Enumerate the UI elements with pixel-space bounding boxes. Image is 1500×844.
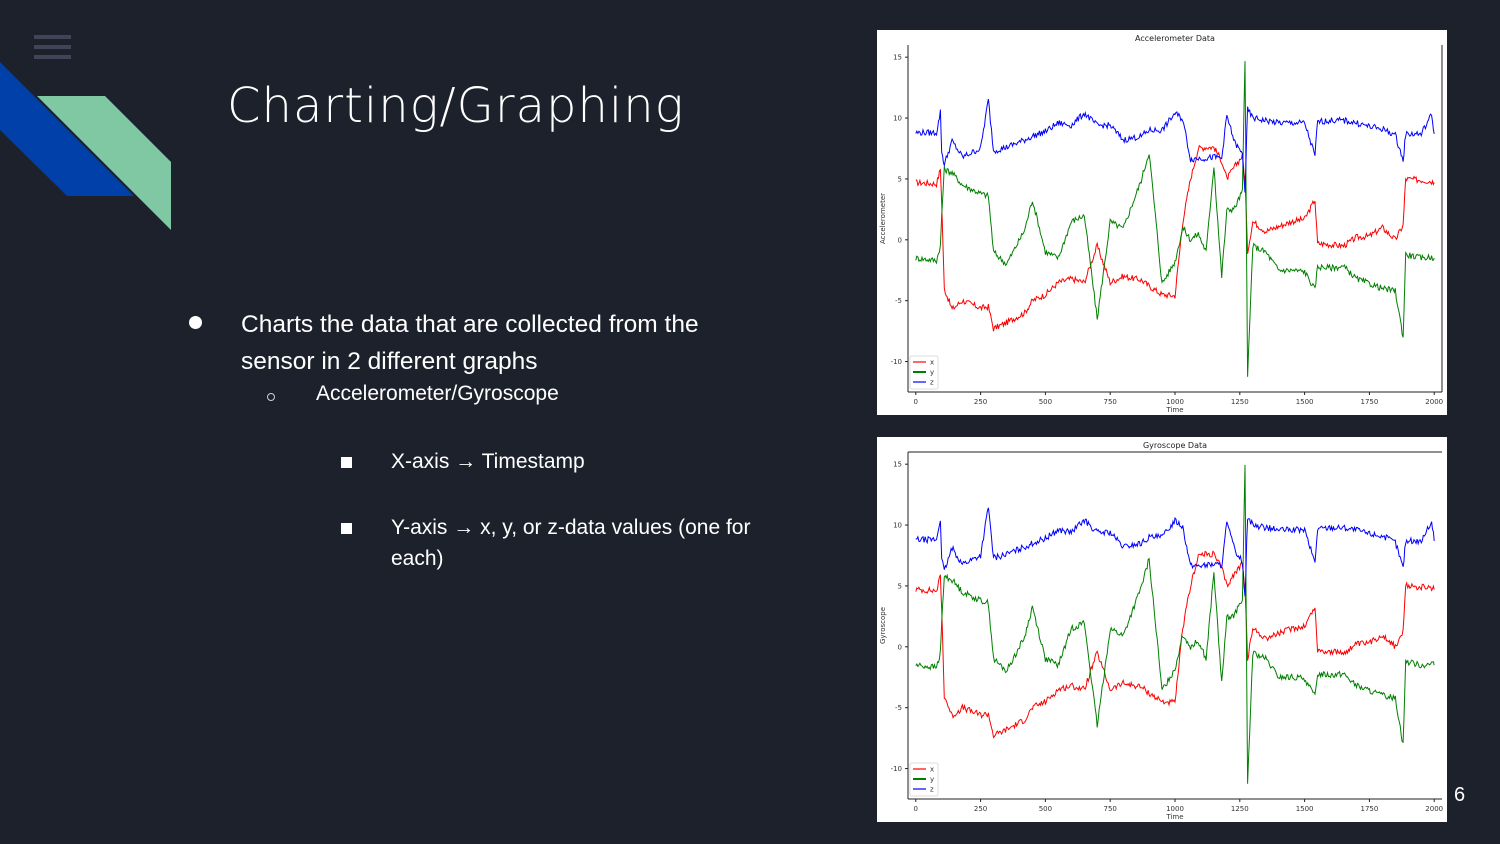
bullet-level1-text: Charts the data that are collected from … (241, 311, 699, 375)
x-tick-label: 750 (1104, 805, 1117, 813)
y-tick-label: 5 (898, 582, 902, 590)
y-tick-label: 15 (893, 54, 902, 62)
bullet-level3-text: Y-axis → x, y, or z-data values (one for… (391, 516, 751, 570)
x-tick-label: 250 (974, 805, 987, 813)
y-tick-label: 10 (893, 522, 902, 530)
hamburger-bar (34, 45, 71, 49)
bullet-square-level3 (341, 523, 352, 534)
y-tick-label: -5 (895, 297, 902, 305)
bullet-dot-level1 (189, 316, 202, 329)
chart-legend: xyz (909, 762, 939, 797)
x-tick-label: 1500 (1296, 805, 1314, 813)
y-tick-label: 15 (893, 461, 902, 469)
green-stripe-shape (37, 96, 171, 230)
series-line-z (915, 507, 1435, 597)
x-tick-label: 750 (1104, 398, 1117, 406)
y-tick-label: 0 (898, 236, 902, 244)
x-tick-label: 1750 (1361, 805, 1379, 813)
y-axis-label: Gyroscope (879, 607, 887, 644)
x-tick-label: 1250 (1231, 805, 1249, 813)
chart-legend: xyz (909, 355, 939, 390)
series-line-z (915, 99, 1435, 193)
svg-text:z: z (930, 786, 934, 794)
svg-text:y: y (930, 776, 934, 784)
x-tick-label: 1750 (1361, 398, 1379, 406)
chart-title: Gyroscope Data (1143, 441, 1207, 450)
y-axis-label: Accelerometer (879, 193, 887, 244)
x-tick-label: 1000 (1166, 398, 1184, 406)
x-tick-label: 1000 (1166, 805, 1184, 813)
bullet-circle-level2 (267, 393, 275, 401)
y-tick-label: 0 (898, 643, 902, 651)
hamburger-bar (34, 55, 71, 59)
x-axis-label: Time (1165, 813, 1183, 821)
x-tick-label: 2000 (1425, 805, 1443, 813)
x-tick-label: 1500 (1296, 398, 1314, 406)
x-tick-label: 0 (914, 805, 918, 813)
x-tick-label: 250 (974, 398, 987, 406)
slide-title: Charting/Graphing (227, 78, 685, 134)
bullet-level3-text: X-axis → Timestamp (391, 450, 585, 473)
bullet-level2-text: Accelerometer/Gyroscope (316, 382, 559, 405)
page-number: 6 (1454, 784, 1466, 806)
accelerometer-chart: Accelerometer Data 0 250 500 750 1000 1250 1500… (877, 30, 1447, 415)
bullet-square-level3 (341, 457, 352, 468)
svg-text:y: y (930, 369, 934, 377)
chart-title: Accelerometer Data (1135, 34, 1215, 43)
x-tick-label: 1250 (1231, 398, 1249, 406)
x-tick-label: 2000 (1425, 398, 1443, 406)
series-line-x (915, 144, 1435, 332)
x-tick-label: 500 (1039, 398, 1052, 406)
y-tick-label: -10 (891, 765, 902, 773)
gyroscope-chart: Gyroscope Data 0 250 500 750 1000 1250 1500 1750… (877, 437, 1447, 822)
series-line-y (915, 61, 1435, 377)
x-tick-label: 500 (1039, 805, 1052, 813)
blue-stripe-shape (0, 62, 134, 196)
series-line-y (915, 464, 1435, 784)
y-tick-label: 10 (893, 115, 902, 123)
hamburger-bar (34, 35, 71, 39)
decorative-stripes (0, 62, 171, 230)
x-axis-label: Time (1165, 406, 1183, 414)
x-tick-label: 0 (914, 398, 918, 406)
svg-text:x: x (930, 359, 934, 367)
svg-text:x: x (930, 766, 934, 774)
series-line-x (915, 550, 1435, 739)
hamburger-menu-icon[interactable] (34, 35, 71, 61)
y-tick-label: 5 (898, 175, 902, 183)
y-tick-label: -5 (895, 704, 902, 712)
svg-text:z: z (930, 379, 934, 387)
y-tick-label: -10 (891, 358, 902, 366)
